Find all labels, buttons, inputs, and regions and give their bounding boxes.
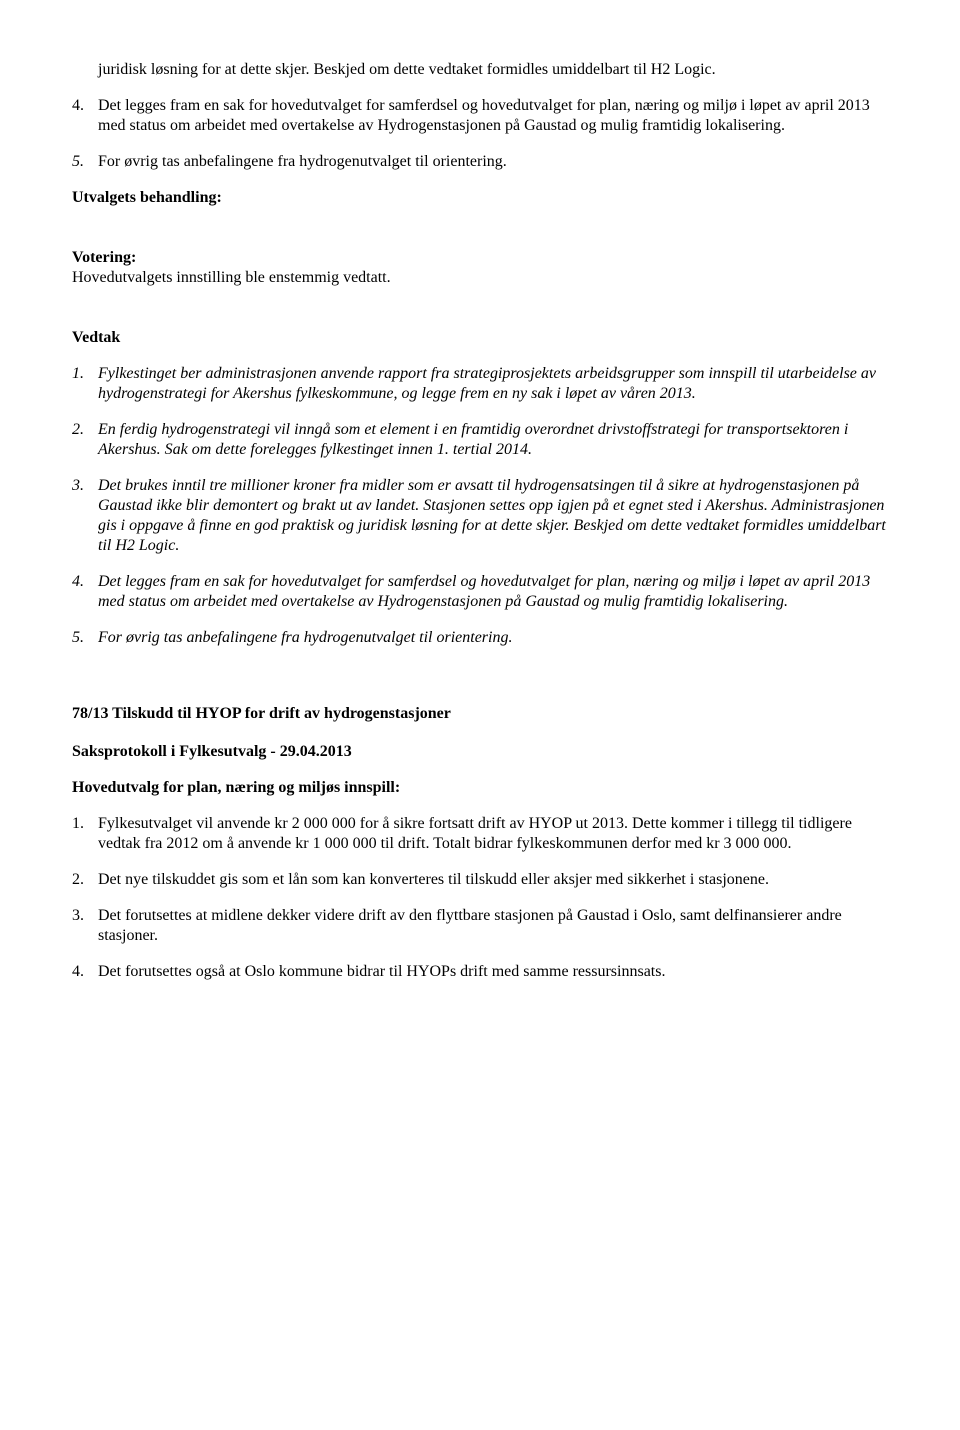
hovedutvalg-item: 2. Det nye tilskuddet gis som et lån som… [72,870,888,890]
section-7813-title: 78/13 Tilskudd til HYOP for drift av hyd… [72,704,888,724]
vedtak-item: 2. En ferdig hydrogenstrategi vil inngå … [72,420,888,460]
hovedutvalg-list: 1. Fylkesutvalget vil anvende kr 2 000 0… [72,814,888,982]
list-number: 5. [72,152,98,172]
list-number: 2. [72,420,98,460]
list-text: For øvrig tas anbefalingene fra hydrogen… [98,152,888,172]
list-text: Det nye tilskuddet gis som et lån som ka… [98,870,888,890]
list-text: Fylkesutvalget vil anvende kr 2 000 000 … [98,814,888,854]
list-number: 1. [72,364,98,404]
top-item-4: 4. Det legges fram en sak for hovedutval… [72,96,888,136]
list-text: Det forutsettes også at Oslo kommune bid… [98,962,888,982]
list-number: 4. [72,962,98,982]
votering-text: Hovedutvalgets innstilling ble enstemmig… [72,268,888,288]
utvalgets-heading: Utvalgets behandling: [72,188,888,208]
top-item-text: juridisk løsning for at dette skjer. Bes… [98,61,716,78]
list-number: 1. [72,814,98,854]
votering-block: Votering: Hovedutvalgets innstilling ble… [72,248,888,288]
hovedutvalg-item: 3. Det forutsettes at midlene dekker vid… [72,906,888,946]
list-text: Det forutsettes at midlene dekker videre… [98,906,888,946]
top-numbered-list: 4. Det legges fram en sak for hovedutval… [72,96,888,172]
list-number: 4. [72,572,98,612]
section-7813: 78/13 Tilskudd til HYOP for drift av hyd… [72,704,888,982]
list-text: Fylkestinget ber administrasjonen anvend… [98,364,888,404]
list-number: 3. [72,476,98,556]
vedtak-heading: Vedtak [72,328,888,348]
vedtak-item: 3. Det brukes inntil tre millioner krone… [72,476,888,556]
list-number: 5. [72,628,98,648]
list-number: 4. [72,96,98,136]
vedtak-item: 5. For øvrig tas anbefalingene fra hydro… [72,628,888,648]
hovedutvalg-item: 1. Fylkesutvalget vil anvende kr 2 000 0… [72,814,888,854]
votering-heading: Votering: [72,248,888,268]
vedtak-block: Vedtak 1. Fylkestinget ber administrasjo… [72,328,888,648]
list-number: 3. [72,906,98,946]
list-text: For øvrig tas anbefalingene fra hydrogen… [98,628,888,648]
list-text: En ferdig hydrogenstrategi vil inngå som… [98,420,888,460]
saksprotokoll-heading: Saksprotokoll i Fylkesutvalg - 29.04.201… [72,742,888,762]
list-text: Det legges fram en sak for hovedutvalget… [98,96,888,136]
top-continuation-block: juridisk løsning for at dette skjer. Bes… [72,60,888,172]
vedtak-item: 1. Fylkestinget ber administrasjonen anv… [72,364,888,404]
list-text: Det brukes inntil tre millioner kroner f… [98,476,888,556]
top-item-5: 5. For øvrig tas anbefalingene fra hydro… [72,152,888,172]
vedtak-item: 4. Det legges fram en sak for hovedutval… [72,572,888,612]
hovedutvalg-heading: Hovedutvalg for plan, næring og miljøs i… [72,778,888,798]
top-item-continuation: juridisk løsning for at dette skjer. Bes… [72,60,888,80]
vedtak-list: 1. Fylkestinget ber administrasjonen anv… [72,364,888,648]
list-number: 2. [72,870,98,890]
hovedutvalg-item: 4. Det forutsettes også at Oslo kommune … [72,962,888,982]
list-text: Det legges fram en sak for hovedutvalget… [98,572,888,612]
